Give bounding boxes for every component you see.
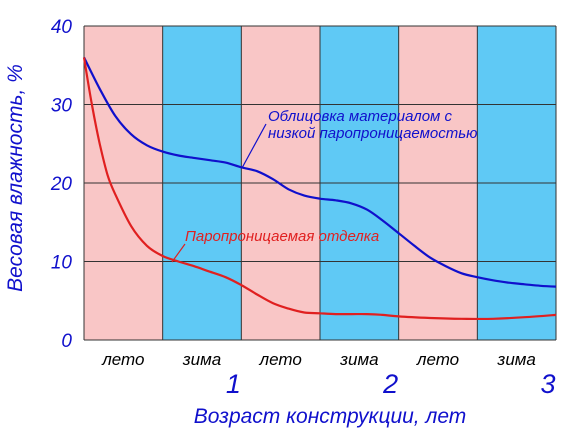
annotation-red-leader bbox=[171, 243, 186, 263]
y-tick-label-1: 10 bbox=[51, 253, 73, 274]
annotation-blue-line-0: Облицовка материалом с bbox=[268, 108, 452, 125]
x-tick-label-1: 2 bbox=[382, 369, 398, 399]
season-label-0: лето bbox=[101, 350, 144, 369]
x-tick-label-0: 1 bbox=[226, 369, 241, 399]
y-tick-label-2: 20 bbox=[50, 174, 73, 195]
y-tick-label-0: 0 bbox=[61, 331, 72, 352]
y-axis-title: Весовая влажность, % bbox=[4, 64, 27, 292]
y-tick-label-3: 30 bbox=[51, 96, 73, 117]
annotation-red-line-0: Паропроницаемая отделка bbox=[185, 228, 379, 245]
y-tick-label-4: 40 bbox=[51, 17, 73, 38]
season-label-1: зима bbox=[182, 350, 221, 369]
series-line-1 bbox=[82, 57, 557, 321]
x-axis-title: Возраст конструкции, лет bbox=[194, 405, 467, 428]
x-tick-label-2: 3 bbox=[540, 369, 555, 399]
season-label-5: зима bbox=[496, 350, 535, 369]
annotation-leaders bbox=[171, 123, 267, 263]
season-label-2: лето bbox=[259, 350, 302, 369]
annotation-blue-leader bbox=[241, 123, 267, 169]
gridlines bbox=[83, 25, 557, 341]
season-label-4: лето bbox=[416, 350, 459, 369]
chart-texts: лето зима лето зима лето зима 0 10 20 30 40 1 2 3 Обли… bbox=[4, 17, 556, 428]
annotation-blue-line-1: низкой паропроницаемостью bbox=[268, 125, 477, 142]
season-label-3: зима bbox=[339, 350, 378, 369]
series-line-0 bbox=[83, 56, 557, 288]
series-lines bbox=[82, 56, 557, 321]
